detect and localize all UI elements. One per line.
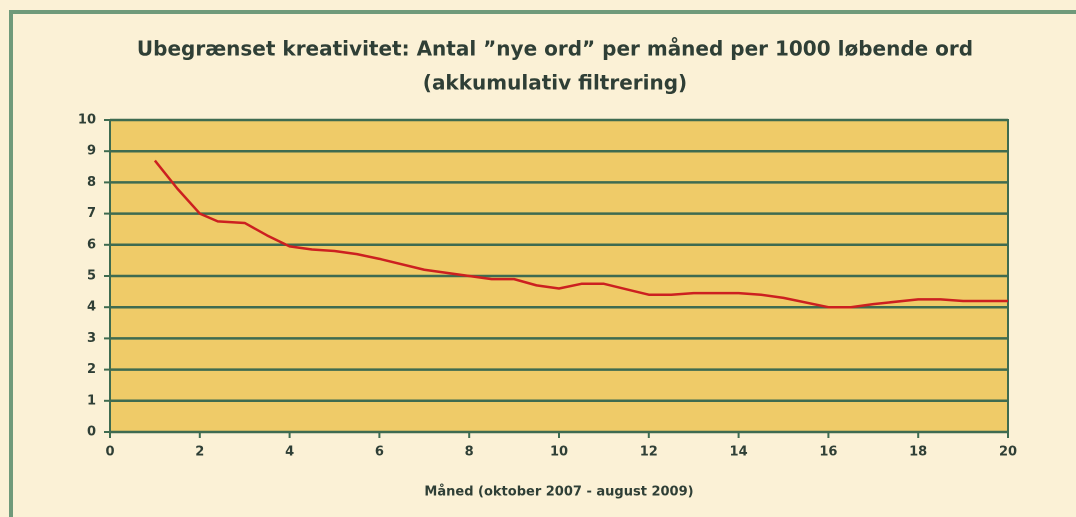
y-tick-label: 2 <box>87 362 96 377</box>
x-tick-label: 14 <box>730 445 748 460</box>
y-tick-label: 6 <box>87 237 96 252</box>
x-tick-label: 18 <box>909 445 927 460</box>
data-line <box>153 159 1008 309</box>
x-tick-label: 4 <box>285 445 294 460</box>
x-axis-label: Måned (oktober 2007 - august 2009) <box>424 485 693 500</box>
x-tick-label: 10 <box>550 445 568 460</box>
x-tick-label: 6 <box>375 445 384 460</box>
x-tick-label: 12 <box>640 445 658 460</box>
y-tick-label: 8 <box>87 175 96 190</box>
y-tick-label: 4 <box>87 300 96 315</box>
x-tick-label: 8 <box>465 445 474 460</box>
chart-title: (akkumulativ filtrering) <box>423 71 687 95</box>
y-tick-label: 10 <box>78 113 96 128</box>
x-tick-label: 16 <box>819 445 837 460</box>
y-tick-label: 3 <box>87 331 96 346</box>
y-tick-label: 0 <box>87 425 96 440</box>
y-tick-label: 9 <box>87 144 96 159</box>
x-tick-label: 20 <box>999 445 1017 460</box>
x-tick-label: 2 <box>195 445 204 460</box>
y-tick-label: 7 <box>87 206 96 221</box>
y-tick-label: 1 <box>87 393 96 408</box>
chart-title: Ubegrænset kreativitet: Antal ”nye ord” … <box>137 37 973 61</box>
x-tick-label: 0 <box>105 445 114 460</box>
y-tick-label: 5 <box>87 269 96 284</box>
